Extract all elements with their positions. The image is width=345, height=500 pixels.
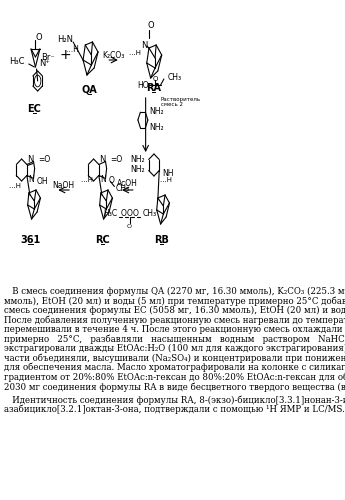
Text: N⁺: N⁺ (39, 58, 50, 68)
Text: NH₂: NH₂ (149, 108, 164, 116)
Text: N: N (100, 156, 106, 164)
Text: для обеспечения масла. Масло хроматографировали на колонке с силикагелем, элюиру: для обеспечения масла. Масло хроматограф… (4, 363, 345, 372)
Text: NH₂: NH₂ (130, 154, 145, 164)
Text: NH: NH (162, 169, 174, 178)
Text: примерно   25°C,   разбавляли   насыщенным   водным   раствором   NaHCO₃,   зате: примерно 25°C, разбавляли насыщенным вод… (4, 334, 345, 344)
Text: Br⁻: Br⁻ (41, 52, 55, 62)
Text: Растворитель: Растворитель (160, 98, 201, 102)
Text: K₂CO₃: K₂CO₃ (102, 50, 125, 59)
Text: градиентом от 20%:80% EtOAc:n-гексан до 80%:20% EtOAc:n-гексан для обеспечения: градиентом от 20%:80% EtOAc:n-гексан до … (4, 372, 345, 382)
Text: NH₂: NH₂ (149, 124, 164, 132)
Text: =O: =O (110, 155, 122, 164)
Text: азабицикло[3.2.1]октан-3-она, подтверждали с помощью ¹H ЯМР и LC/MS.: азабицикло[3.2.1]октан-3-она, подтвержда… (4, 405, 345, 414)
Text: NaOH: NaOH (53, 180, 75, 190)
Text: смесь соединения формулы EC (5058 мг, 16.30 ммоль), EtOH (20 мл) и воды (27 мл).: смесь соединения формулы EC (5058 мг, 16… (4, 306, 345, 315)
Text: CH₃: CH₃ (167, 72, 181, 82)
Text: N: N (100, 176, 106, 184)
Text: После добавления полученную реакционную смесь нагревали до температуры 90°C и: После добавления полученную реакционную … (4, 316, 345, 325)
Text: H₃C: H₃C (9, 58, 24, 66)
Text: O: O (152, 76, 158, 82)
Text: Идентичность соединения формулы RA, 8-(экзо)-бицикло[3.3.1]нонан-3-ил)-8-: Идентичность соединения формулы RA, 8-(э… (4, 396, 345, 405)
Text: ...​H: ...​H (129, 50, 141, 56)
Text: RB: RB (154, 235, 169, 245)
Text: смесь 2: смесь 2 (160, 102, 183, 108)
Text: OH: OH (37, 177, 48, 186)
Text: O: O (120, 210, 126, 218)
Text: ...​H: ...​H (160, 178, 172, 184)
Text: ...​H: ...​H (66, 46, 79, 54)
Text: O: O (148, 22, 155, 30)
Text: 361: 361 (20, 235, 41, 245)
Text: HO: HO (137, 80, 148, 90)
Text: EC: EC (27, 104, 41, 114)
Text: ммоль), EtOH (20 мл) и воды (5 мл) при температуре примерно 25°C добавляли по ка: ммоль), EtOH (20 мл) и воды (5 мл) при т… (4, 296, 345, 306)
Text: +: + (60, 48, 71, 62)
Text: части объединяли, высушивали (Na₂SO₄) и концентрировали при пониженном давлении: части объединяли, высушивали (Na₂SO₄) и … (4, 354, 345, 363)
Text: RC: RC (95, 235, 110, 245)
Text: ...​H: ...​H (81, 178, 93, 184)
Text: перемешивали в течение 4 ч. После этого реакционную смесь охлаждали до температу: перемешивали в течение 4 ч. После этого … (4, 325, 345, 334)
Text: =O: =O (38, 155, 50, 164)
Text: O: O (133, 210, 139, 218)
Text: O: O (127, 210, 132, 218)
Text: O: O (127, 224, 132, 228)
Text: H₂N: H₂N (57, 36, 73, 44)
Text: NH₂: NH₂ (130, 164, 145, 173)
Text: N: N (28, 176, 33, 184)
Text: экстрагировали дважды EtOAc:H₂O (100 мл для каждого экстрагирования). Органическ: экстрагировали дважды EtOAc:H₂O (100 мл … (4, 344, 345, 353)
Text: RA: RA (146, 83, 161, 93)
Text: CH₃: CH₃ (116, 184, 130, 193)
Text: CH₃: CH₃ (142, 210, 156, 218)
Text: O: O (108, 176, 114, 185)
Text: H₃C: H₃C (103, 210, 117, 218)
Text: 2030 мг соединения формулы RA в виде бесцветного твердого вещества (выход 50%).: 2030 мг соединения формулы RA в виде бес… (4, 382, 345, 392)
Text: O: O (36, 34, 42, 42)
Text: N: N (141, 40, 148, 50)
Text: QA: QA (82, 85, 98, 95)
Text: AcOH: AcOH (117, 178, 138, 188)
Text: В смесь соединения формулы QA (2270 мг, 16.30 ммоль), K₂CO₃ (225.3 мг, 1.63: В смесь соединения формулы QA (2270 мг, … (4, 287, 345, 296)
Text: ...​H: ...​H (9, 182, 21, 188)
Text: N: N (28, 156, 34, 164)
